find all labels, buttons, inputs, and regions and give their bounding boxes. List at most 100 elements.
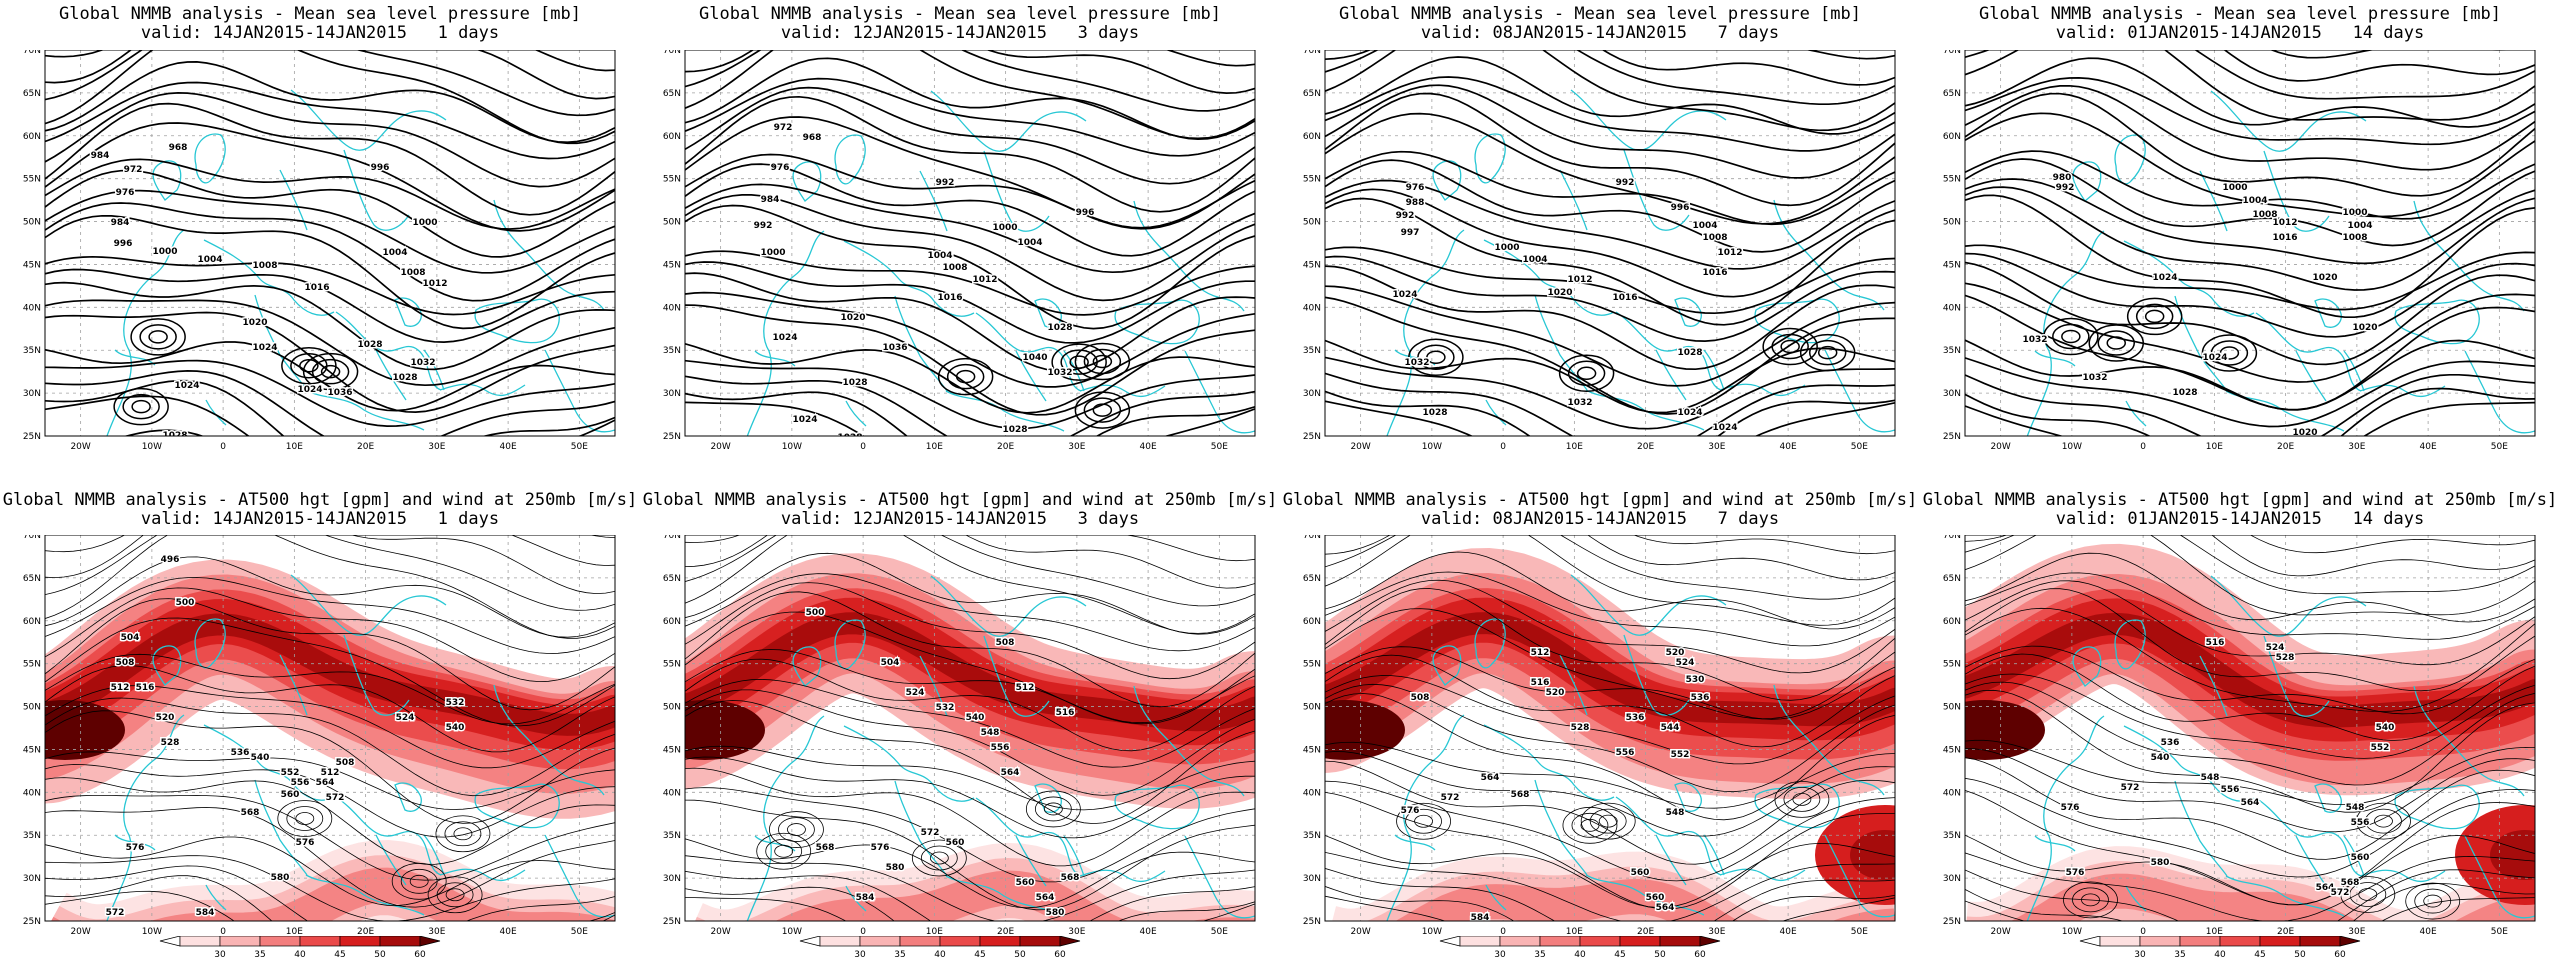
colorbar-segment xyxy=(1499,936,1541,947)
contour-label: 508 xyxy=(116,658,135,668)
contour-label: 564 xyxy=(1481,773,1500,783)
coastline xyxy=(474,783,560,829)
contour-label: 530 xyxy=(1686,675,1705,685)
coastline xyxy=(1623,634,1690,716)
contour-label: 1024 xyxy=(1712,423,1737,433)
contour-label: 560 xyxy=(1631,868,1650,878)
colorbar-segment xyxy=(2299,936,2341,947)
contour-label: 572 xyxy=(106,908,125,918)
isobar xyxy=(1965,50,2535,100)
contour-label: 1008 xyxy=(252,261,277,271)
longitude-label: 10E xyxy=(286,927,303,937)
contour-label: 968 xyxy=(169,143,188,153)
isobar xyxy=(1325,265,1895,371)
closed-contour xyxy=(955,369,976,384)
latitude-label: 30N xyxy=(1303,874,1321,884)
contour-label: 560 xyxy=(1016,878,1035,888)
longitude-label: 0 xyxy=(860,927,866,937)
coastline xyxy=(1034,298,1062,328)
colorbar-segment xyxy=(1539,936,1581,947)
contour-label: 560 xyxy=(1646,893,1665,903)
colorbar-segment xyxy=(819,936,861,947)
height-contour xyxy=(45,535,615,595)
colorbar-segment xyxy=(179,936,221,947)
jet-core-shading xyxy=(45,700,125,760)
contour-label: 584 xyxy=(1471,913,1490,923)
height-contour xyxy=(685,787,1255,883)
contour-label: 1016 xyxy=(1702,268,1727,278)
coastline xyxy=(1474,618,1506,669)
contour-label: 564 xyxy=(2316,883,2335,893)
isobar xyxy=(685,194,1255,302)
subtropical-jet-shading xyxy=(51,867,615,921)
latitude-label: 25N xyxy=(23,432,41,442)
closed-contour xyxy=(2081,893,2100,907)
height-contour xyxy=(1325,608,1895,720)
latitude-label: 55N xyxy=(23,175,41,185)
contour-label: 1024 xyxy=(772,333,797,343)
isobar xyxy=(45,102,615,216)
colorbar-tick-label: 40 xyxy=(934,950,946,960)
isobar xyxy=(685,391,1255,436)
coastline xyxy=(1655,349,1687,401)
coastline xyxy=(2263,635,2330,717)
latitude-label: 40N xyxy=(1943,788,1961,798)
map-frame xyxy=(1964,535,2536,922)
height-contour xyxy=(685,535,1255,607)
contour-label: 1000 xyxy=(2222,183,2247,193)
longitude-label: 40E xyxy=(500,442,517,452)
closed-contour xyxy=(148,330,168,344)
height-contour xyxy=(1325,852,1895,921)
isobar xyxy=(1325,50,1895,86)
latitude-label: 55N xyxy=(1303,175,1321,185)
contour-label: 564 xyxy=(316,778,335,788)
longitude-label: 20W xyxy=(1990,442,2010,452)
contour-label: 1020 xyxy=(262,445,287,455)
contour-label: 1004 xyxy=(1017,238,1042,248)
map-frame xyxy=(1964,50,2536,437)
coastline xyxy=(1483,239,1615,316)
colorbar-segment xyxy=(2179,936,2221,947)
latitude-label: 25N xyxy=(663,432,681,442)
coastline xyxy=(1623,149,1690,231)
contour-label: 996 xyxy=(114,239,133,249)
colorbar-tick-label: 45 xyxy=(334,950,345,960)
latitude-label: 70N xyxy=(23,50,41,56)
closed-contour xyxy=(2356,802,2411,840)
closed-contour xyxy=(427,876,483,914)
height-contour xyxy=(1325,654,1895,748)
coastline xyxy=(279,654,308,716)
coastline xyxy=(2359,384,2446,398)
coastline xyxy=(1063,835,1085,877)
isobar xyxy=(1325,339,1895,414)
longitude-label: 0 xyxy=(2140,442,2146,452)
isobar xyxy=(685,163,1255,257)
contour-label: 496 xyxy=(161,555,180,565)
closed-contour xyxy=(409,874,429,888)
contour-label: 580 xyxy=(886,863,905,873)
height-contour xyxy=(685,745,1255,811)
contour-label: 1024 xyxy=(174,381,199,391)
contour-label: 548 xyxy=(2201,773,2220,783)
contour-label: 1004 xyxy=(197,255,222,265)
longitude-label: 20W xyxy=(710,442,730,452)
closed-contour xyxy=(1417,344,1455,370)
coastline xyxy=(1703,834,1725,876)
latitude-label: 35N xyxy=(23,831,41,841)
coastline xyxy=(493,684,525,736)
coastline xyxy=(1773,684,1805,736)
contour-label: 1020 xyxy=(2312,273,2337,283)
isobar xyxy=(45,359,615,427)
longitude-label: 30E xyxy=(2348,442,2365,452)
latitude-label: 25N xyxy=(1303,432,1321,442)
coastline xyxy=(843,725,975,802)
latitude-label: 35N xyxy=(1303,831,1321,841)
longitude-label: 20E xyxy=(1637,927,1654,937)
closed-contour xyxy=(2414,888,2452,914)
isobar xyxy=(1325,56,1895,135)
contour-label: 532 xyxy=(446,698,465,708)
closed-contour xyxy=(2061,329,2081,344)
coastline xyxy=(2413,685,2445,737)
contour-label: 992 xyxy=(936,178,955,188)
contour-label: 560 xyxy=(281,790,300,800)
